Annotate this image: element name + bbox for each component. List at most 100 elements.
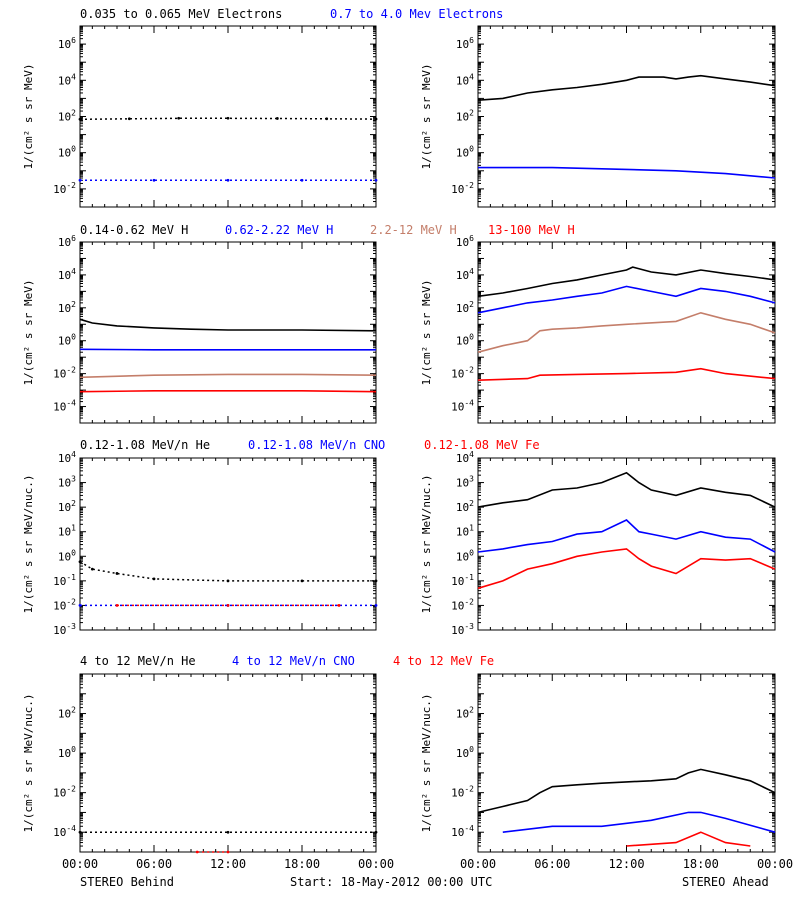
legend-fe-high: 4 to 12 MeV Fe [393, 654, 494, 668]
legend-he-high: 4 to 12 MeV/n He [80, 654, 196, 668]
y-tick-label: 10-2 [53, 785, 76, 800]
y-tick-label: 100 [456, 745, 474, 760]
y-tick-label: 10-3 [451, 622, 474, 637]
y-tick-label: 100 [456, 548, 474, 563]
y-tick-label: 100 [58, 745, 76, 760]
y-tick-label: 102 [58, 300, 76, 315]
plot-frame [477, 673, 776, 853]
panel-ahead-row-2: 10-4 10-2 100 102 104 106 1/(cm² s sr MeV) [420, 234, 776, 424]
series-line [477, 768, 776, 814]
y-tick-label: 102 [58, 706, 76, 721]
series-line [79, 318, 377, 332]
plot-frame [477, 457, 776, 631]
y-tick-label: 10-2 [451, 597, 474, 612]
y-tick-label: 10-1 [53, 573, 76, 588]
y-tick-label: 106 [58, 36, 76, 51]
series-line [477, 471, 776, 508]
data-point [374, 579, 378, 583]
x-tick-label: 12:00 [210, 857, 246, 871]
plot-frame [477, 25, 776, 208]
y-tick-label: 104 [58, 267, 76, 282]
y-tick-label: 106 [58, 234, 76, 249]
legend-fe-low: 0.12-1.08 MeV Fe [424, 438, 540, 452]
footer-start-time: Start: 18-May-2012 00:00 UTC [290, 875, 492, 889]
series-line [626, 831, 751, 847]
y-tick-label: 102 [58, 109, 76, 124]
y-tick-label: 10-2 [53, 366, 76, 381]
data-point [226, 178, 230, 182]
x-tick-label: 06:00 [534, 857, 570, 871]
series-line [478, 166, 776, 179]
series-line [477, 74, 776, 101]
panel-ahead-row-4: 10-4 10-2 100 102 1/(cm² s sr MeV/nuc.) 00:00… [420, 673, 793, 871]
legend-cno-low: 0.12-1.08 MeV/n CNO [248, 438, 385, 452]
y-tick-label: 104 [456, 267, 474, 282]
y-tick-label: 102 [456, 499, 474, 514]
panel-behind-row-2: 10-4 10-2 100 102 104 106 1/(cm² s sr MeV) [22, 234, 377, 424]
footer-spacecraft-ahead: STEREO Ahead [682, 875, 769, 889]
y-tick-label: 104 [58, 72, 76, 87]
panel-behind-row-3: 10-3 10-2 10-1 100 101 102 103 104 1/(cm² s sr M… [22, 450, 378, 637]
legend-proton-high: 2.2-12 MeV H [370, 223, 457, 237]
y-tick-label: 10-2 [451, 181, 474, 196]
y-tick-label: 101 [58, 524, 76, 539]
x-tick-label: 18:00 [683, 857, 719, 871]
y-axis-label: 1/(cm² s sr MeV) [22, 280, 35, 386]
y-tick-label: 106 [456, 234, 474, 249]
series-trace [79, 117, 377, 121]
series-line [477, 367, 776, 381]
y-axis-label: 1/(cm² s sr MeV) [420, 280, 433, 386]
y-tick-label: 10-2 [53, 597, 76, 612]
x-tick-label: 00:00 [460, 857, 496, 871]
y-tick-label: 102 [58, 499, 76, 514]
series-line [477, 519, 776, 553]
y-tick-label: 100 [58, 548, 76, 563]
y-axis-label: 1/(cm² s sr MeV/nuc.) [420, 474, 433, 613]
y-tick-label: 10-4 [451, 824, 474, 839]
y-tick-label: 106 [456, 36, 474, 51]
y-tick-label: 10-2 [53, 181, 76, 196]
y-tick-label: 10-2 [451, 366, 474, 381]
y-axis-label: 1/(cm² s sr MeV/nuc.) [22, 693, 35, 832]
legend-proton-very-high: 13-100 MeV H [488, 223, 575, 237]
series-trace [79, 561, 376, 582]
panel-behind-row-4: 10-4 10-2 100 102 1/(cm² s sr MeV/nuc.) 00:00… [22, 673, 394, 871]
data-point [226, 830, 230, 834]
y-tick-label: 10-4 [53, 399, 76, 414]
y-tick-label: 100 [58, 333, 76, 348]
data-point [177, 116, 181, 120]
x-tick-label: 06:00 [136, 857, 172, 871]
legend-electrons-high: 0.7 to 4.0 Mev Electrons [330, 7, 503, 21]
x-tick-label: 18:00 [284, 857, 320, 871]
y-tick-label: 10-3 [53, 622, 76, 637]
y-axis-label: 1/(cm² s sr MeV) [22, 64, 35, 170]
data-point [152, 178, 156, 182]
y-tick-label: 102 [456, 300, 474, 315]
legend-cno-high: 4 to 12 MeV/n CNO [232, 654, 355, 668]
legend-proton-mid: 0.62-2.22 MeV H [225, 223, 333, 237]
data-point [226, 116, 230, 120]
y-tick-label: 104 [58, 450, 76, 465]
series-line [79, 348, 376, 351]
panel-ahead-row-1: 10-2 100 102 104 106 1/(cm² s sr MeV) [420, 25, 776, 208]
x-tick-label: 00:00 [358, 857, 394, 871]
series-line [477, 311, 776, 353]
legend-electrons-low: 0.035 to 0.065 MeV Electrons [80, 7, 282, 21]
series-line [79, 389, 377, 393]
footer-spacecraft-behind: STEREO Behind [80, 875, 174, 889]
series-line [502, 811, 776, 833]
y-tick-label: 10-1 [451, 573, 474, 588]
x-tick-label: 00:00 [757, 857, 793, 871]
y-tick-label: 103 [456, 475, 474, 490]
y-tick-label: 104 [456, 72, 474, 87]
y-axis-label: 1/(cm² s sr MeV) [420, 64, 433, 170]
y-tick-label: 101 [456, 524, 474, 539]
y-tick-label: 100 [58, 145, 76, 160]
y-tick-label: 100 [456, 145, 474, 160]
y-tick-label: 104 [456, 450, 474, 465]
y-tick-label: 102 [456, 109, 474, 124]
y-axis-label: 1/(cm² s sr MeV/nuc.) [22, 474, 35, 613]
y-tick-label: 10-4 [53, 824, 76, 839]
plot-frame [79, 673, 377, 853]
